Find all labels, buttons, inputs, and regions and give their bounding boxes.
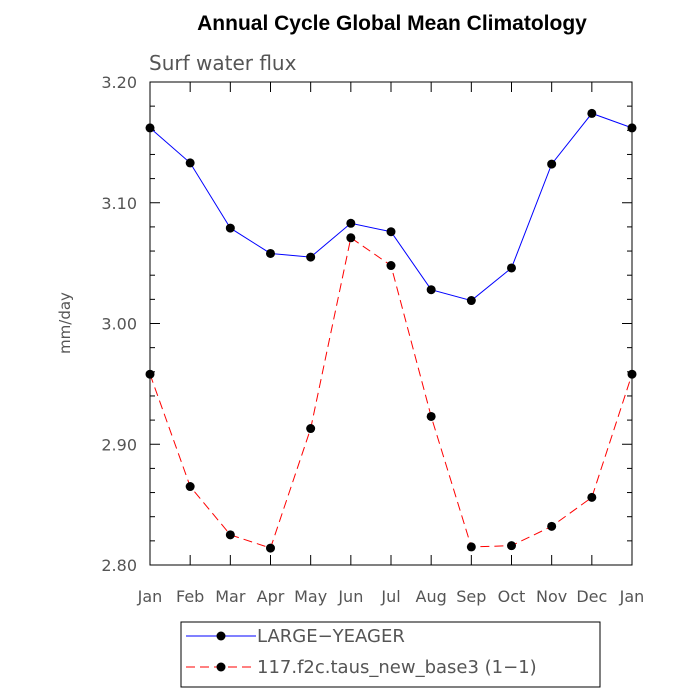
data-point <box>386 227 396 237</box>
data-point <box>185 482 195 492</box>
data-point <box>225 223 235 233</box>
data-point <box>266 248 275 258</box>
x-tick-label: Jun <box>337 587 363 606</box>
legend-box <box>180 621 601 688</box>
x-tick-label: Feb <box>176 587 204 606</box>
data-point <box>627 369 637 379</box>
x-tick-label: Sep <box>456 587 486 606</box>
data-point <box>386 261 396 271</box>
data-point <box>426 411 436 421</box>
x-tick-label: Jul <box>380 587 400 606</box>
series-line-2 <box>149 236 633 549</box>
data-point <box>145 369 155 379</box>
y-axis-label: mm/day <box>56 292 74 354</box>
data-point <box>547 521 557 531</box>
x-tick-label: Dec <box>576 587 607 606</box>
legend: LARGE−YEAGER 117.f2c.taus_new_base3 (1−1) <box>180 621 601 688</box>
data-point <box>507 541 516 551</box>
data-point <box>145 123 155 133</box>
data-point <box>306 424 316 434</box>
chart-title: Annual Cycle Global Mean Climatology <box>197 12 587 35</box>
x-tick-label: May <box>294 587 327 606</box>
x-tick-label: Nov <box>536 587 567 606</box>
data-point <box>346 233 356 243</box>
x-tick-label: Jan <box>137 587 163 606</box>
y-tick-labels: 2.80 2.90 3.00 3.10 3.20 <box>101 73 137 575</box>
y-tick-label: 3.10 <box>101 194 137 213</box>
data-point <box>185 158 195 168</box>
legend-marker <box>216 662 226 672</box>
chart-subtitle: Surf water flux <box>149 51 297 75</box>
series-line-1 <box>149 112 633 302</box>
x-tick-labels: Jan Feb Mar Apr May Jun Jul Aug Sep Oct Nov Dec Jan <box>137 587 645 606</box>
data-point <box>507 263 516 273</box>
data-point <box>426 285 436 295</box>
legend-marker <box>216 631 226 641</box>
x-tick-label: Aug <box>416 587 447 606</box>
data-point <box>547 159 557 169</box>
data-point <box>466 542 476 552</box>
legend-label-1: LARGE−YEAGER <box>257 626 405 647</box>
data-point <box>346 218 356 228</box>
x-tick-label: Oct <box>498 587 526 606</box>
y-tick-label: 3.20 <box>101 73 137 92</box>
data-point <box>466 296 476 306</box>
y-tick-label: 2.90 <box>101 435 137 454</box>
x-tick-label: Apr <box>257 587 285 606</box>
data-point <box>266 543 275 553</box>
legend-label-2: 117.f2c.taus_new_base3 (1−1) <box>257 657 537 678</box>
x-tick-label: Jan <box>619 587 645 606</box>
y-tick-label: 2.80 <box>101 556 137 575</box>
data-point <box>587 108 597 118</box>
series-layer <box>145 108 637 553</box>
data-point <box>627 123 637 133</box>
y-tick-label: 3.00 <box>101 315 137 334</box>
data-point <box>306 252 316 262</box>
data-point <box>587 492 597 502</box>
data-point <box>225 530 235 540</box>
x-tick-label: Mar <box>215 587 246 606</box>
